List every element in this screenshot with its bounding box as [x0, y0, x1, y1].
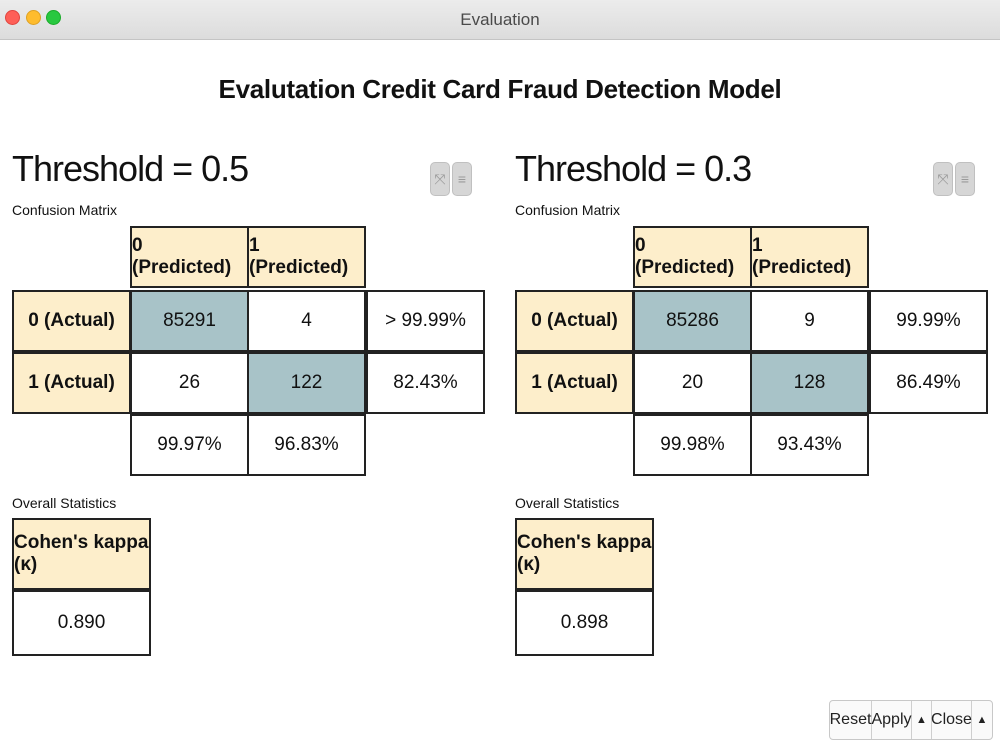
menu-icon[interactable]: ≡: [955, 162, 975, 196]
matrix-cell: 26: [130, 352, 249, 414]
row-header-actual-1: 1 (Actual): [515, 352, 634, 414]
reset-button[interactable]: Reset: [830, 701, 872, 739]
expand-icon[interactable]: ⤧: [430, 162, 450, 196]
menu-icon[interactable]: ≡: [452, 162, 472, 196]
confusion-matrix-label: Confusion Matrix: [515, 202, 621, 218]
confusion-matrix-label: Confusion Matrix: [12, 202, 118, 218]
col-header-predicted-0: 0 (Predicted): [130, 226, 249, 288]
expand-icon[interactable]: ⤧: [933, 162, 953, 196]
window-titlebar: Evaluation: [0, 0, 1000, 40]
matrix-cell: 128: [750, 352, 869, 414]
page-title: Evalutation Credit Card Fraud Detection …: [218, 74, 782, 104]
up-arrow-icon[interactable]: ▲: [912, 701, 932, 739]
close-button[interactable]: Close: [931, 701, 972, 739]
matrix-cell: 122: [247, 352, 366, 414]
threshold-heading: Threshold = 0.3: [515, 148, 752, 189]
up-arrow-icon[interactable]: ▲: [976, 714, 988, 726]
col-header-predicted-1: 1 (Predicted): [247, 226, 366, 288]
row-rate-cell: 99.99%: [869, 290, 988, 352]
kappa-header: Cohen's kappa (κ): [515, 518, 654, 590]
row-rate-cell: 82.43%: [366, 352, 485, 414]
matrix-cell: 85286: [633, 290, 752, 352]
row-header-actual-1: 1 (Actual): [12, 352, 131, 414]
col-rate-cell: 99.97%: [130, 414, 249, 476]
threshold-panel-0.3: Threshold = 0.3 ⤧ ≡ Confusion Matrix 0 (…: [515, 140, 995, 660]
matrix-cell: 20: [633, 352, 752, 414]
panel-toolbar: ⤧ ≡: [430, 162, 472, 196]
col-rate-cell: 99.98%: [633, 414, 752, 476]
threshold-heading: Threshold = 0.5: [12, 148, 249, 189]
minimize-window-button[interactable]: [26, 10, 41, 25]
kappa-value: 0.898: [515, 590, 654, 656]
close-window-button[interactable]: [5, 10, 20, 25]
overall-statistics-label: Overall Statistics: [515, 495, 620, 511]
col-rate-cell: 96.83%: [247, 414, 366, 476]
matrix-cell: 85291: [130, 290, 249, 352]
row-rate-cell: 86.49%: [869, 352, 988, 414]
maximize-window-button[interactable]: [46, 10, 61, 25]
dialog-button-bar: Reset Apply ▲ Close ▲: [829, 700, 993, 740]
row-header-actual-0: 0 (Actual): [515, 290, 634, 352]
col-rate-cell: 93.43%: [750, 414, 869, 476]
apply-button[interactable]: Apply: [871, 701, 912, 739]
col-header-predicted-1: 1 (Predicted): [750, 226, 869, 288]
kappa-value: 0.890: [12, 590, 151, 656]
overall-statistics-label: Overall Statistics: [12, 495, 117, 511]
row-header-actual-0: 0 (Actual): [12, 290, 131, 352]
row-rate-cell: > 99.99%: [366, 290, 485, 352]
window-title: Evaluation: [460, 10, 540, 29]
threshold-panel-0.5: Threshold = 0.5 ⤧ ≡ Confusion Matrix 0 (…: [12, 140, 492, 660]
col-header-predicted-0: 0 (Predicted): [633, 226, 752, 288]
matrix-cell: 9: [750, 290, 869, 352]
matrix-cell: 4: [247, 290, 366, 352]
panel-toolbar: ⤧ ≡: [933, 162, 975, 196]
kappa-header: Cohen's kappa (κ): [12, 518, 151, 590]
